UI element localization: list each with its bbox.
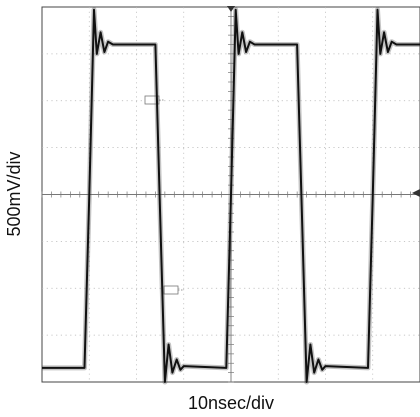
waveform-trace (42, 8, 420, 383)
trigger-position-marker (227, 6, 235, 12)
trigger-level-marker (412, 189, 420, 197)
marker-label-2 (163, 285, 179, 295)
y-axis-label: 500mV/div (4, 151, 24, 236)
channel-markers (144, 6, 420, 295)
x-axis-label: 10nsec/div (188, 393, 274, 413)
